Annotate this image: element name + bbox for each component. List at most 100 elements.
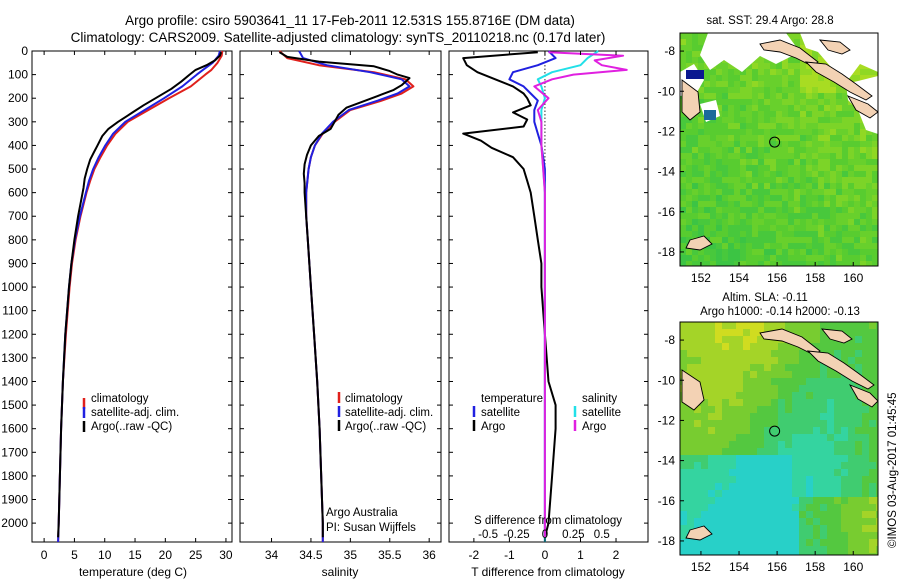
heat-cell xyxy=(794,249,801,256)
heat-cell xyxy=(785,427,793,435)
heat-cell xyxy=(778,427,786,435)
heat-cell xyxy=(743,420,751,428)
heat-cell xyxy=(736,427,744,435)
heat-cell xyxy=(876,378,878,386)
heat-cell xyxy=(842,111,849,118)
heat-cell xyxy=(836,201,843,208)
heat-cell xyxy=(698,87,705,94)
heat-cell xyxy=(818,159,825,166)
heat-cell xyxy=(692,117,699,124)
heat-cell xyxy=(782,165,789,172)
heat-cell xyxy=(680,195,687,202)
heat-cell xyxy=(862,518,870,526)
heat-cell xyxy=(698,93,705,100)
heat-cell xyxy=(729,364,737,372)
heat-cell xyxy=(740,171,747,178)
heat-cell xyxy=(834,434,842,442)
salinity-axis-label: salinity xyxy=(322,565,359,579)
heat-cell xyxy=(729,385,737,393)
heat-cell xyxy=(764,261,771,266)
heat-cell xyxy=(876,392,878,400)
heat-cell xyxy=(876,553,878,555)
heat-cell xyxy=(734,207,741,214)
heat-cell xyxy=(701,476,709,484)
heat-cell xyxy=(860,123,867,130)
heat-cell xyxy=(812,87,819,94)
heat-cell xyxy=(722,141,729,148)
heat-cell xyxy=(722,497,730,505)
heat-cell xyxy=(740,81,747,88)
depth-tick-label: 400 xyxy=(8,138,28,152)
heat-cell xyxy=(716,87,723,94)
heat-cell xyxy=(776,105,783,112)
heat-cell xyxy=(827,413,835,421)
heat-cell xyxy=(708,413,716,421)
heat-cell xyxy=(848,483,856,491)
heat-cell xyxy=(855,322,863,330)
heat-cell xyxy=(686,219,693,226)
heat-cell xyxy=(722,483,730,491)
heat-cell xyxy=(692,177,699,184)
heat-cell xyxy=(778,532,786,540)
heat-cell xyxy=(740,213,747,220)
heat-cell xyxy=(848,525,856,533)
heat-cell xyxy=(855,336,863,344)
heat-cell xyxy=(876,490,878,498)
heat-cell xyxy=(800,39,807,46)
heat-cell xyxy=(841,532,849,540)
heat-cell xyxy=(788,135,795,142)
heat-cell xyxy=(778,364,786,372)
heat-cell xyxy=(758,153,765,160)
heat-cell xyxy=(734,213,741,220)
heat-cell xyxy=(836,99,843,106)
heat-cell xyxy=(785,497,793,505)
lon-tick-label: 160 xyxy=(843,560,863,574)
heat-cell xyxy=(716,219,723,226)
heat-cell xyxy=(782,147,789,154)
heat-cell xyxy=(757,364,765,372)
heat-cell xyxy=(824,183,831,190)
difference-series-salinity-argo xyxy=(533,51,628,538)
heat-cell xyxy=(764,469,772,477)
heat-cell xyxy=(806,455,814,463)
heat-cell xyxy=(680,357,688,365)
heat-cell xyxy=(680,111,687,118)
heat-cell xyxy=(687,350,695,358)
heat-cell xyxy=(785,546,793,554)
heat-cell xyxy=(792,434,800,442)
heat-cell xyxy=(782,207,789,214)
heat-cell xyxy=(806,165,813,172)
heat-cell xyxy=(854,111,861,118)
heat-cell xyxy=(806,195,813,202)
heat-cell xyxy=(788,69,795,76)
heat-cell xyxy=(734,195,741,202)
heat-cell xyxy=(869,420,877,428)
heat-cell xyxy=(830,261,837,266)
heat-cell xyxy=(827,448,835,456)
heat-cell xyxy=(836,147,843,154)
heat-cell xyxy=(788,201,795,208)
heat-cell xyxy=(830,81,837,88)
heat-cell xyxy=(770,165,777,172)
heat-cell xyxy=(750,329,758,337)
heat-cell xyxy=(680,343,688,351)
heat-cell xyxy=(827,350,835,358)
heat-cell xyxy=(836,261,843,266)
heat-cell xyxy=(824,255,831,262)
heat-cell xyxy=(770,231,777,238)
heat-cell xyxy=(782,99,789,106)
heat-cell xyxy=(848,427,856,435)
heat-cell xyxy=(722,378,730,386)
heat-cell xyxy=(788,117,795,124)
heat-cell xyxy=(758,165,765,172)
heat-cell xyxy=(746,93,753,100)
heat-cell xyxy=(752,63,759,70)
heat-cell xyxy=(740,69,747,76)
x-tick-label: 34 xyxy=(265,548,279,562)
heat-cell xyxy=(757,462,765,470)
heat-cell xyxy=(876,343,878,351)
heat-cell xyxy=(680,255,687,262)
heat-cell xyxy=(818,183,825,190)
heat-cell xyxy=(827,322,835,330)
heat-cell xyxy=(764,105,771,112)
